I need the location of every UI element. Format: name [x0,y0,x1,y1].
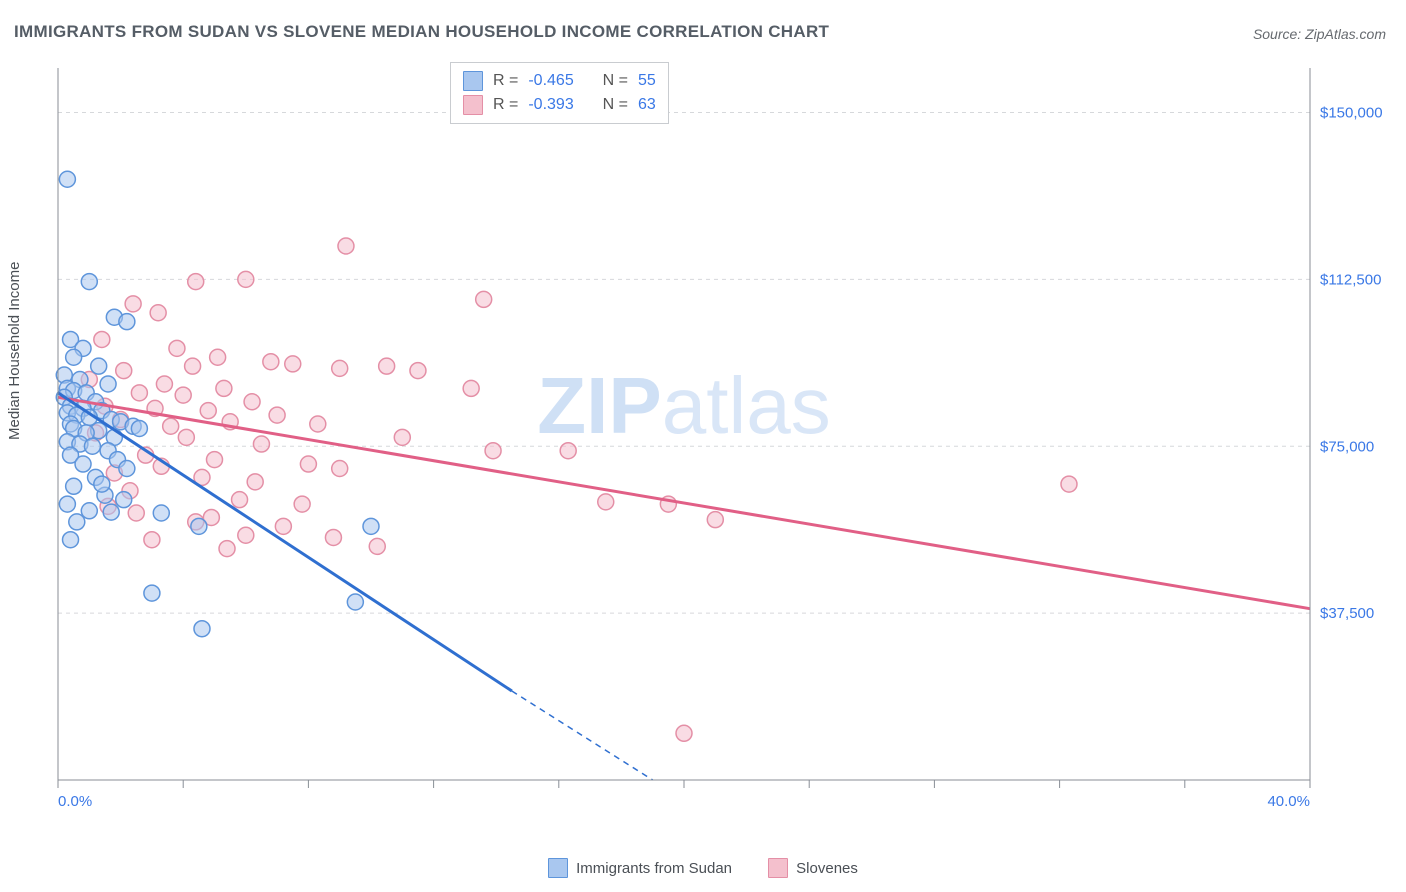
svg-text:0.0%: 0.0% [58,793,92,810]
n-label: N = [603,69,628,93]
swatch-slovene [463,95,483,115]
svg-text:$150,000: $150,000 [1320,105,1383,122]
legend-label-sudan: Immigrants from Sudan [576,860,732,877]
r-label: R = [493,93,518,117]
n-value-sudan: 55 [638,69,656,93]
scatter-plot: $37,500 $75,000 $112,500 $150,000 ZIPatlas 0.… [50,60,1380,820]
n-value-slovene: 63 [638,93,656,117]
r-label: R = [493,69,518,93]
swatch-slovene-icon [768,858,788,878]
y-axis-label: Median Household Income [6,262,23,440]
source-label: Source: ZipAtlas.com [1253,26,1386,42]
legend-item-sudan: Immigrants from Sudan [548,858,732,878]
source-name: ZipAtlas.com [1305,26,1386,42]
stats-row-slovene: R = -0.393 N = 63 [463,93,656,117]
stats-row-sudan: R = -0.465 N = 55 [463,69,656,93]
stats-legend: R = -0.465 N = 55 R = -0.393 N = 63 [450,62,669,124]
r-value-slovene: -0.393 [528,93,573,117]
source-prefix: Source: [1253,26,1301,42]
n-label: N = [603,93,628,117]
svg-text:$75,000: $75,000 [1320,438,1374,455]
svg-text:$37,500: $37,500 [1320,605,1374,622]
legend-item-slovene: Slovenes [768,858,858,878]
swatch-sudan-icon [548,858,568,878]
plot-svg: $37,500 $75,000 $112,500 $150,000 ZIPatlas 0.… [50,60,1380,820]
r-value-sudan: -0.465 [528,69,573,93]
svg-text:ZIPatlas: ZIPatlas [537,361,830,450]
legend-label-slovene: Slovenes [796,860,858,877]
svg-text:40.0%: 40.0% [1267,793,1310,810]
swatch-sudan [463,71,483,91]
chart-title: IMMIGRANTS FROM SUDAN VS SLOVENE MEDIAN … [14,22,829,42]
svg-text:$112,500: $112,500 [1320,271,1381,288]
series-legend: Immigrants from Sudan Slovenes [0,858,1406,882]
